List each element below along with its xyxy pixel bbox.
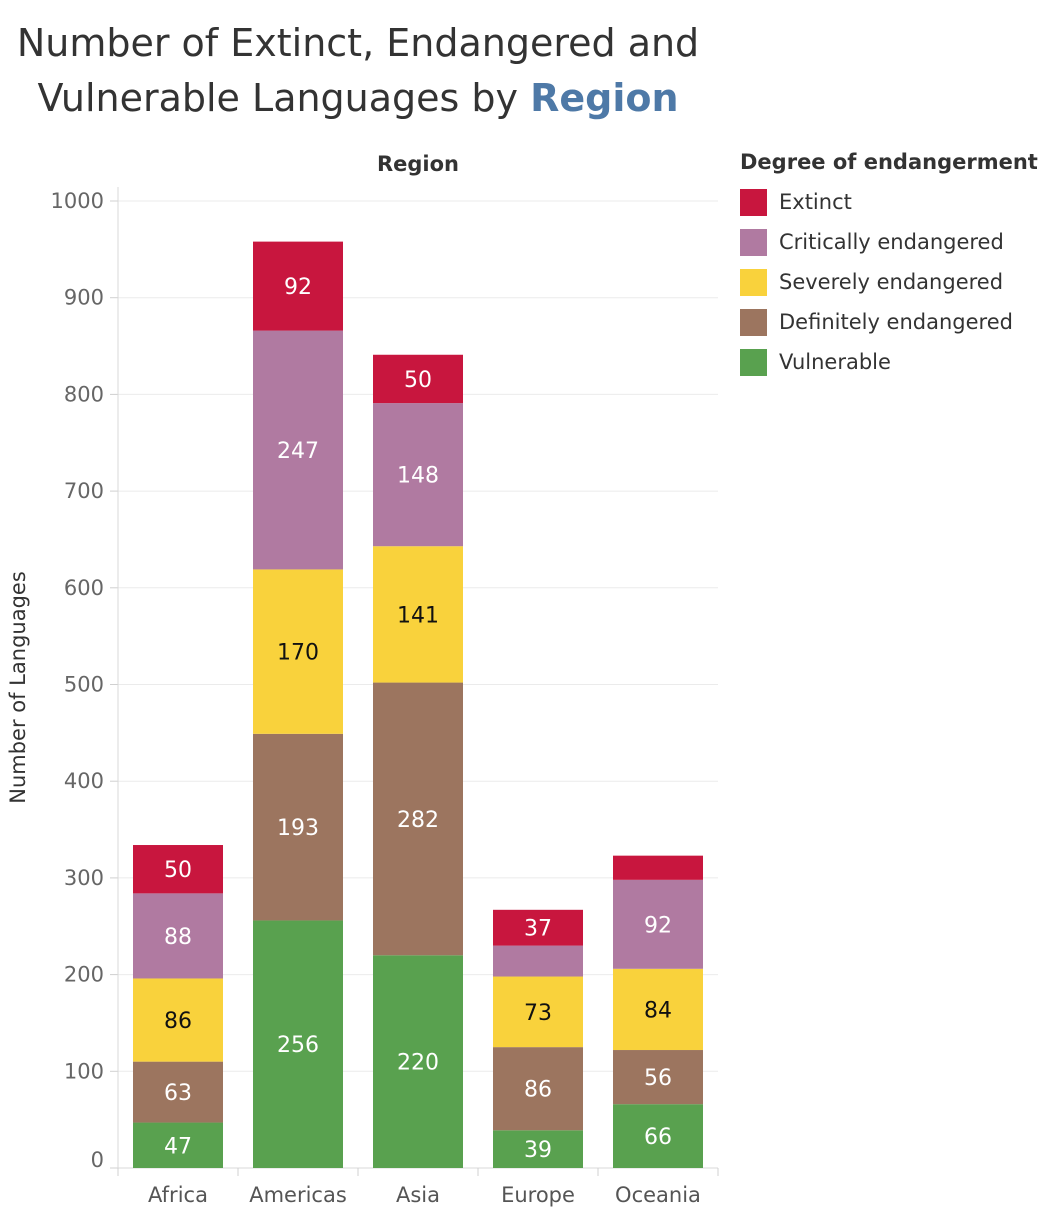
y-tick-label: 100 (64, 1059, 104, 1083)
bar-segment-extinct (613, 855, 703, 880)
legend-label-critically-endangered: Critically endangered (779, 230, 1004, 254)
y-tick-label: 500 (64, 673, 104, 697)
bar-segment-vulnerable (133, 1122, 223, 1168)
bar-segment-extinct (133, 845, 223, 894)
y-tick-label: 900 (64, 286, 104, 310)
data-label: 39 (524, 1138, 552, 1163)
bar-segment-severely-endangered (613, 968, 703, 1051)
bar-segment-critically-endangered (613, 879, 703, 969)
bar-segment-severely-endangered (373, 546, 463, 683)
bar-segment-vulnerable (613, 1104, 703, 1168)
x-tick-label: Americas (249, 1183, 347, 1207)
bar-segment-critically-endangered (493, 945, 583, 977)
y-tick-label: 700 (64, 479, 104, 503)
legend-item-definitely-endangered[interactable]: Definitely endangered (740, 302, 1038, 342)
chart-title-line-1: Number of Extinct, Endangered and (16, 21, 700, 65)
data-label: 66 (644, 1125, 672, 1150)
legend-swatch-critically-endangered (740, 228, 767, 256)
y-tick-label: 0 (91, 1148, 104, 1172)
bar-segment-vulnerable (253, 920, 343, 1168)
x-tick-label: Asia (396, 1183, 440, 1207)
data-label: 282 (397, 808, 439, 833)
legend-item-vulnerable[interactable]: Vulnerable (740, 342, 1038, 382)
data-label: 256 (277, 1033, 319, 1058)
legend-item-critically-endangered[interactable]: Critically endangered (740, 222, 1038, 262)
legend-label-vulnerable: Vulnerable (779, 350, 891, 374)
legend-swatch-severely-endangered (740, 268, 767, 296)
data-label: 220 (397, 1051, 439, 1076)
legend-item-extinct[interactable]: Extinct (740, 182, 1038, 222)
y-tick-label: 1000 (51, 189, 104, 213)
y-tick-label: 300 (64, 866, 104, 890)
bar-segment-vulnerable (373, 955, 463, 1168)
data-label: 141 (397, 603, 439, 628)
chart-title-highlight[interactable]: Region (530, 76, 679, 120)
data-label: 50 (404, 368, 432, 393)
legend-swatch-definitely-endangered (740, 308, 767, 336)
bar-segment-severely-endangered (493, 976, 583, 1048)
bar-segment-definitely-endangered (133, 1061, 223, 1123)
x-axis-label: Region (377, 152, 459, 176)
data-label: 63 (164, 1081, 192, 1106)
y-tick-label: 600 (64, 576, 104, 600)
legend-title: Degree of endangerment (740, 150, 1038, 174)
data-label: 56 (644, 1066, 672, 1091)
legend-label-extinct: Extinct (779, 190, 852, 214)
data-label: 84 (644, 998, 672, 1023)
legend-swatch-extinct (740, 188, 767, 216)
bar-segment-definitely-endangered (613, 1050, 703, 1105)
legend-item-severely-endangered[interactable]: Severely endangered (740, 262, 1038, 302)
bar-segment-extinct (493, 909, 583, 946)
y-tick-label: 800 (64, 382, 104, 406)
y-tick-label: 400 (64, 769, 104, 793)
bar-segment-extinct (373, 354, 463, 404)
data-label: 92 (284, 275, 312, 300)
bar-segment-critically-endangered (133, 893, 223, 979)
data-label: 88 (164, 925, 192, 950)
bar-segment-severely-endangered (133, 978, 223, 1062)
bar-segment-definitely-endangered (373, 682, 463, 956)
data-label: 193 (277, 816, 319, 841)
x-tick-label: Oceania (615, 1183, 701, 1207)
bar-segment-definitely-endangered (253, 733, 343, 921)
y-tick-label: 200 (64, 963, 104, 987)
bar-segment-critically-endangered (253, 330, 343, 570)
x-tick-label: Africa (148, 1183, 208, 1207)
data-label: 148 (397, 464, 439, 489)
legend-swatch-vulnerable (740, 348, 767, 376)
bar-segment-critically-endangered (373, 403, 463, 547)
legend: Degree of endangerment Extinct Criticall… (740, 150, 1038, 382)
data-label: 50 (164, 858, 192, 883)
data-label: 86 (164, 1009, 192, 1034)
data-label: 170 (277, 641, 319, 666)
bar-segment-definitely-endangered (493, 1047, 583, 1131)
data-label: 247 (277, 439, 319, 464)
x-tick-label: Europe (501, 1183, 575, 1207)
data-label: 92 (644, 913, 672, 938)
data-label: 37 (524, 917, 552, 942)
bar-segment-severely-endangered (253, 569, 343, 734)
chart-title-line-2: Vulnerable Languages by Region (0, 71, 716, 125)
bar-segment-vulnerable (493, 1130, 583, 1168)
legend-label-severely-endangered: Severely endangered (779, 270, 1004, 294)
data-label: 73 (524, 1001, 552, 1026)
chart-title-prefix: Vulnerable Languages by (37, 76, 531, 120)
data-label: 47 (164, 1134, 192, 1159)
data-label: 86 (524, 1078, 552, 1103)
y-axis-label: Number of Languages (6, 571, 30, 804)
legend-label-definitely-endangered: Definitely endangered (779, 310, 1013, 334)
bar-segment-extinct (253, 241, 343, 331)
